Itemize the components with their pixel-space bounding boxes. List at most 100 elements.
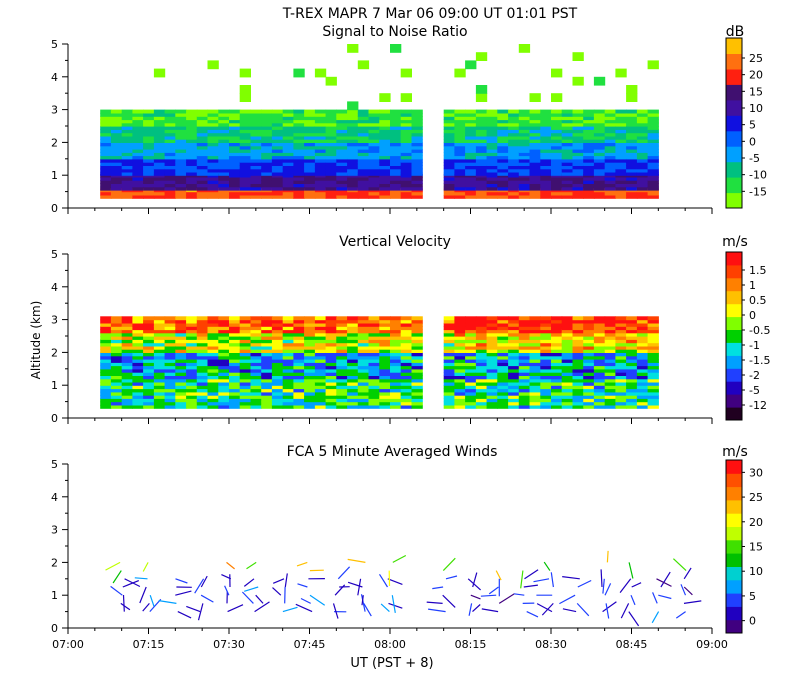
data-cell bbox=[561, 155, 573, 160]
data-cell bbox=[261, 355, 273, 360]
data-cell bbox=[443, 319, 455, 324]
data-cell bbox=[454, 139, 466, 143]
data-cell bbox=[250, 398, 262, 403]
data-cell bbox=[583, 385, 595, 390]
data-cell bbox=[508, 176, 520, 181]
data-cell bbox=[196, 359, 209, 363]
data-cell bbox=[218, 112, 230, 117]
data-cell bbox=[561, 142, 573, 147]
data-cell bbox=[100, 155, 112, 160]
data-cell bbox=[143, 155, 155, 160]
data-cell bbox=[347, 149, 359, 153]
data-cell bbox=[282, 345, 294, 350]
data-cell bbox=[175, 176, 187, 181]
data-cell bbox=[271, 180, 284, 184]
data-cell bbox=[454, 398, 466, 403]
data-cell bbox=[615, 332, 627, 337]
colorbar-border bbox=[725, 37, 743, 209]
data-cell bbox=[153, 168, 166, 173]
data-cell bbox=[153, 404, 166, 409]
data-cell bbox=[218, 152, 230, 157]
colorbar-segment bbox=[726, 115, 742, 132]
data-cell bbox=[379, 355, 391, 360]
data-cell bbox=[551, 119, 563, 124]
data-cell bbox=[271, 165, 284, 170]
data-cell bbox=[454, 171, 466, 176]
data-cell bbox=[368, 362, 380, 367]
data-cell bbox=[110, 339, 123, 344]
data-cell bbox=[164, 132, 176, 137]
data-cell bbox=[636, 139, 649, 143]
data-cell bbox=[196, 129, 209, 134]
data-cell bbox=[561, 145, 573, 150]
data-cell bbox=[497, 404, 509, 409]
data-cell bbox=[250, 162, 262, 166]
data-cell bbox=[583, 332, 595, 337]
data-cell bbox=[368, 126, 380, 130]
data-cell bbox=[390, 365, 402, 370]
data-cell bbox=[529, 109, 541, 114]
data-cell bbox=[529, 398, 541, 403]
data-cell bbox=[357, 168, 370, 173]
data-cell bbox=[100, 126, 112, 130]
data-cell bbox=[390, 194, 402, 199]
data-cell bbox=[229, 171, 241, 176]
data-cell bbox=[593, 186, 606, 191]
data-cell bbox=[196, 132, 209, 137]
data-cell bbox=[529, 345, 541, 350]
data-cell bbox=[379, 365, 391, 370]
data-cell bbox=[508, 395, 520, 399]
colorbar-label: -5 bbox=[749, 384, 760, 397]
data-cell bbox=[529, 329, 541, 334]
data-cell bbox=[593, 194, 606, 199]
data-cell bbox=[293, 385, 305, 390]
data-cell bbox=[497, 332, 509, 337]
data-cell bbox=[593, 76, 606, 86]
data-cell bbox=[529, 385, 541, 390]
data-cell bbox=[207, 349, 219, 353]
data-cell bbox=[347, 145, 359, 150]
data-cell bbox=[411, 135, 423, 140]
data-cell bbox=[647, 194, 659, 199]
data-cell bbox=[110, 326, 123, 331]
wind-barb bbox=[387, 578, 403, 585]
data-cell bbox=[518, 365, 531, 370]
data-cell bbox=[207, 381, 219, 386]
data-cell bbox=[357, 149, 370, 153]
data-cell bbox=[347, 183, 359, 188]
data-cell bbox=[647, 319, 659, 324]
data-cell bbox=[626, 372, 638, 376]
data-cell bbox=[529, 355, 541, 360]
data-cell bbox=[368, 404, 380, 409]
data-cell bbox=[347, 375, 359, 380]
data-cell bbox=[379, 145, 391, 150]
data-cell bbox=[347, 119, 359, 124]
data-cell bbox=[518, 44, 531, 53]
data-cell bbox=[325, 158, 337, 163]
data-cell bbox=[282, 135, 294, 140]
data-cell bbox=[368, 355, 380, 360]
data-cell bbox=[261, 378, 273, 383]
data-cell bbox=[626, 319, 638, 324]
y-tick-label: 4 bbox=[51, 281, 58, 294]
data-cell bbox=[465, 349, 477, 353]
data-cell bbox=[164, 142, 176, 147]
data-cell bbox=[626, 375, 638, 380]
data-cell bbox=[379, 119, 391, 124]
data-cell bbox=[164, 332, 176, 337]
data-cell bbox=[218, 109, 230, 114]
data-cell bbox=[551, 372, 563, 376]
data-cell bbox=[164, 336, 176, 340]
data-cell bbox=[229, 375, 241, 380]
data-cell bbox=[100, 381, 112, 386]
data-cell bbox=[110, 149, 123, 153]
data-cell bbox=[121, 176, 133, 181]
data-cell bbox=[196, 139, 209, 143]
data-cell bbox=[400, 109, 412, 114]
data-cell bbox=[250, 180, 262, 184]
data-cell bbox=[207, 398, 219, 403]
data-cell bbox=[390, 339, 402, 344]
data-cell bbox=[325, 109, 337, 114]
data-cell bbox=[239, 68, 251, 78]
data-cell bbox=[379, 194, 391, 199]
